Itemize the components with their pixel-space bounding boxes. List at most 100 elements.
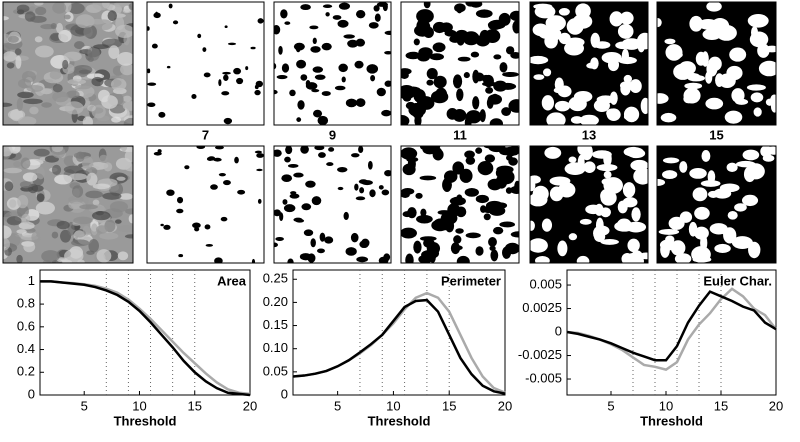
- blob: [9, 211, 19, 217]
- blob: [279, 212, 284, 221]
- blob: [496, 165, 514, 174]
- blob: [746, 84, 766, 91]
- blob: [16, 97, 24, 111]
- blob: [619, 11, 634, 25]
- blob: [764, 146, 776, 155]
- blob: [14, 48, 22, 56]
- blob: [93, 44, 109, 50]
- blob: [455, 228, 464, 234]
- blob: [350, 232, 359, 243]
- blob: [694, 206, 710, 220]
- blob: [431, 219, 449, 232]
- blob: [401, 191, 410, 198]
- blob: [662, 170, 678, 180]
- series-line: [40, 280, 251, 397]
- blob: [310, 238, 316, 248]
- blob: [215, 146, 224, 150]
- blob: [192, 222, 201, 229]
- x-tick-label: 20: [769, 398, 783, 413]
- blob: [124, 234, 133, 239]
- blob: [674, 253, 692, 263]
- blob: [31, 231, 41, 244]
- y-tick-label: 0: [555, 323, 562, 338]
- blob: [558, 182, 576, 198]
- blob: [614, 220, 635, 232]
- blob: [128, 3, 133, 11]
- blob: [533, 74, 545, 80]
- blob: [82, 116, 94, 125]
- blob: [573, 90, 593, 103]
- blob: [67, 2, 85, 14]
- frame: [656, 1, 777, 126]
- blob: [662, 157, 680, 164]
- blob: [99, 154, 108, 163]
- blob: [3, 167, 23, 174]
- blob: [483, 146, 502, 149]
- blob: [407, 207, 417, 219]
- blob: [493, 80, 508, 92]
- blob: [576, 255, 590, 263]
- blob: [274, 149, 282, 157]
- frame: [2, 145, 134, 264]
- blob: [600, 238, 619, 245]
- chart-title: Area: [217, 273, 247, 288]
- blob: [359, 187, 365, 194]
- blob: [475, 147, 483, 154]
- blob: [147, 68, 151, 74]
- blob: [456, 4, 463, 14]
- blob: [679, 161, 688, 173]
- blob: [600, 188, 616, 204]
- x-tick-label: 5: [81, 398, 88, 413]
- blob: [355, 196, 366, 201]
- blob: [475, 34, 491, 47]
- blob: [15, 55, 22, 69]
- texture-image: [273, 1, 392, 126]
- blob: [147, 102, 156, 108]
- blob: [621, 38, 642, 50]
- blob: [366, 64, 379, 74]
- blob: [742, 149, 760, 161]
- blob: [274, 25, 281, 35]
- blob: [692, 187, 708, 202]
- blob: [110, 78, 127, 91]
- blob: [456, 255, 470, 263]
- blob: [324, 236, 334, 244]
- blob: [689, 167, 707, 179]
- frame: [146, 145, 265, 264]
- blob: [449, 196, 466, 206]
- blob: [23, 241, 36, 253]
- blob: [245, 66, 249, 71]
- blob: [700, 180, 721, 187]
- texture-image: [529, 1, 649, 126]
- blob: [118, 193, 133, 200]
- blob: [621, 253, 633, 263]
- blob: [629, 79, 642, 94]
- blob: [487, 20, 506, 30]
- blob: [714, 243, 731, 253]
- blob: [204, 224, 211, 230]
- blob: [566, 18, 584, 35]
- blob: [482, 81, 497, 87]
- threshold-label: 7: [202, 127, 209, 142]
- texture-image: [146, 1, 265, 126]
- blob: [664, 38, 676, 45]
- blob: [464, 116, 472, 125]
- blob: [83, 26, 93, 38]
- blob: [293, 172, 304, 178]
- blob: [512, 20, 519, 34]
- blob: [41, 250, 60, 263]
- blob: [312, 37, 317, 45]
- blob: [56, 22, 63, 34]
- blob: [111, 116, 122, 123]
- blob: [449, 35, 461, 43]
- texture: [530, 146, 648, 263]
- blob: [765, 98, 774, 106]
- blob: [172, 20, 179, 25]
- blob: [284, 156, 291, 163]
- blob: [218, 172, 226, 177]
- threshold-label: 9: [329, 127, 336, 142]
- blob: [310, 46, 321, 53]
- blob: [701, 150, 711, 162]
- blob: [627, 238, 640, 253]
